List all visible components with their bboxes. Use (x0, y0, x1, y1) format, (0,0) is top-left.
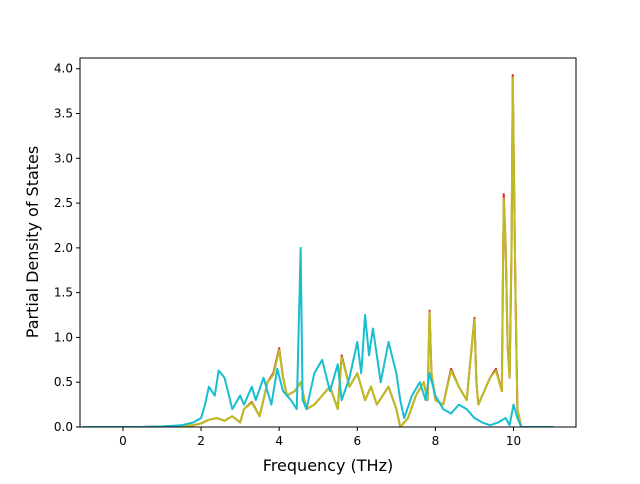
x-tick-label: 0 (119, 434, 127, 448)
series-line-1 (82, 76, 554, 427)
y-axis-title: Partial Density of States (23, 146, 42, 338)
plot-area (80, 58, 576, 427)
y-tick-label: 3.0 (54, 151, 73, 165)
x-tick-label: 4 (275, 434, 283, 448)
series-line-2 (82, 246, 554, 427)
x-axis-title: Frequency (THz) (263, 456, 393, 475)
x-axis: 0 2 4 6 8 10 (119, 427, 521, 448)
y-tick-label: 4.0 (54, 62, 73, 76)
y-tick-label: 1.5 (54, 286, 73, 300)
y-tick-label: 0.0 (54, 420, 73, 434)
y-tick-label: 1.0 (54, 330, 73, 344)
y-tick-label: 3.5 (54, 107, 73, 121)
x-tick-label: 2 (197, 434, 205, 448)
x-tick-label: 8 (432, 434, 440, 448)
series-layer (82, 74, 554, 427)
x-tick-label: 10 (506, 434, 521, 448)
plot-frame (79, 57, 577, 428)
y-tick-label: 0.5 (54, 375, 73, 389)
y-tick-label: 2.5 (54, 196, 73, 210)
y-tick-label: 2.0 (54, 241, 73, 255)
y-axis: 0.0 0.5 1.0 1.5 2.0 2.5 3.0 3.5 4.0 (54, 62, 80, 434)
x-tick-label: 6 (353, 434, 361, 448)
